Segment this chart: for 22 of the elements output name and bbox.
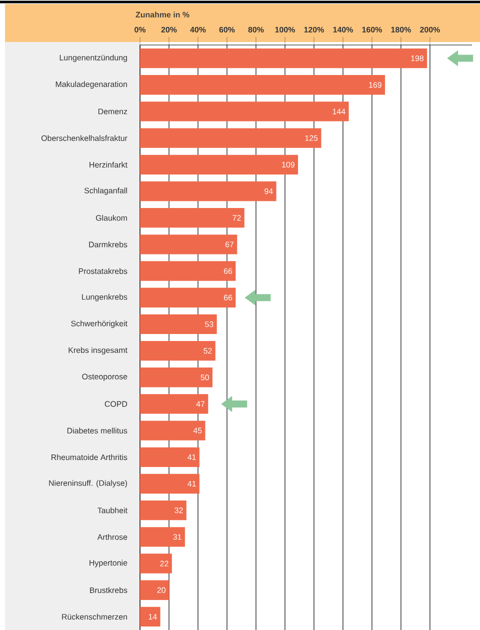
bar: [140, 288, 236, 308]
bar: [140, 394, 208, 414]
bar: [140, 234, 238, 254]
bar: [140, 314, 217, 334]
bar: [140, 181, 276, 202]
bar: [140, 75, 386, 95]
bar: [140, 500, 186, 520]
bar: [140, 102, 349, 122]
bar: [140, 527, 185, 547]
bar: [140, 420, 206, 440]
bar: [140, 261, 236, 281]
bar: [140, 554, 172, 574]
bar: [140, 368, 212, 388]
bar: [140, 447, 200, 467]
bar: [140, 474, 200, 494]
bar: [140, 340, 216, 361]
bar: [140, 48, 428, 68]
bar: [140, 580, 169, 600]
bar: [140, 128, 322, 148]
bar: [140, 154, 298, 174]
bar: [140, 606, 160, 627]
bar: [140, 208, 244, 228]
